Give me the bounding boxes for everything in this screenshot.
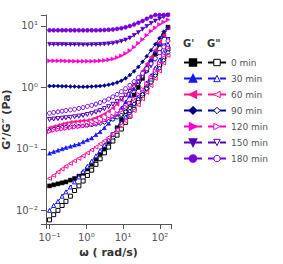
svg-text:G': G': [183, 38, 194, 49]
svg-text:G": G": [207, 38, 220, 49]
svg-text:10¹: 10¹: [115, 232, 132, 243]
svg-text:10⁻¹: 10⁻¹: [16, 143, 38, 154]
svg-text:ω ( rad/s): ω ( rad/s): [79, 246, 138, 259]
svg-text:G’/G″ (Pa): G’/G″ (Pa): [0, 89, 13, 149]
svg-text:30 min: 30 min: [231, 74, 262, 84]
svg-text:120 min: 120 min: [231, 122, 268, 132]
svg-text:10⁻²: 10⁻²: [16, 205, 38, 216]
svg-text:10²: 10²: [152, 232, 169, 243]
svg-text:90 min: 90 min: [231, 106, 262, 116]
svg-text:180 min: 180 min: [231, 154, 268, 164]
svg-text:10⁰: 10⁰: [21, 82, 38, 93]
svg-text:60 min: 60 min: [231, 90, 262, 100]
svg-text:10⁻¹: 10⁻¹: [38, 232, 60, 243]
svg-text:150 min: 150 min: [231, 138, 268, 148]
svg-text:0 min: 0 min: [231, 58, 257, 68]
svg-text:10¹: 10¹: [21, 20, 38, 31]
svg-text:10⁰: 10⁰: [78, 232, 95, 243]
